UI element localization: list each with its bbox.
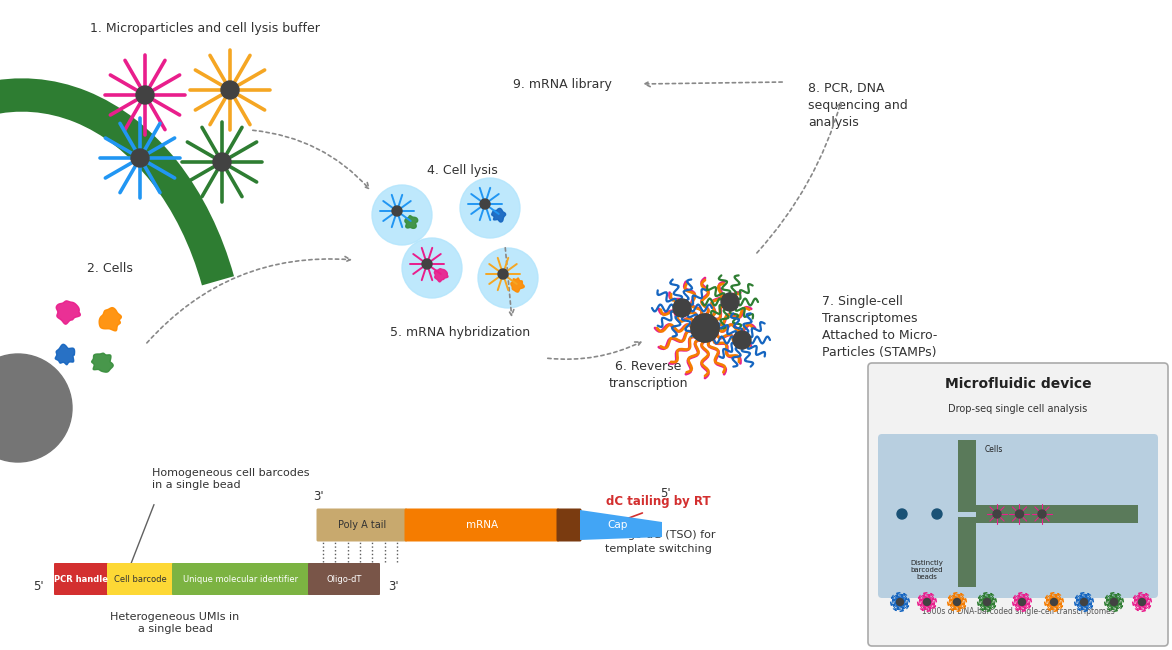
Circle shape <box>481 199 490 209</box>
Circle shape <box>673 299 691 317</box>
FancyBboxPatch shape <box>54 563 109 595</box>
Polygon shape <box>404 216 417 228</box>
Text: mRNA: mRNA <box>466 520 498 530</box>
Circle shape <box>1081 599 1088 606</box>
Circle shape <box>721 293 740 311</box>
Polygon shape <box>55 344 75 365</box>
Circle shape <box>1111 599 1117 606</box>
Circle shape <box>691 314 718 342</box>
Circle shape <box>391 206 402 216</box>
Circle shape <box>0 354 71 462</box>
Circle shape <box>932 509 942 519</box>
Circle shape <box>897 599 904 606</box>
Circle shape <box>983 599 990 606</box>
Text: Cells: Cells <box>984 445 1003 454</box>
Text: Drop-seq single cell analysis: Drop-seq single cell analysis <box>948 404 1088 414</box>
Text: Poly A tail: Poly A tail <box>338 520 386 530</box>
Text: Oligo-dT: Oligo-dT <box>326 575 362 584</box>
Text: Unique molecular identifier: Unique molecular identifier <box>184 575 299 584</box>
Text: 8. PCR, DNA
sequencing and
analysis: 8. PCR, DNA sequencing and analysis <box>808 82 908 129</box>
FancyBboxPatch shape <box>316 508 408 541</box>
Text: Heterogeneous UMIs in
a single bead: Heterogeneous UMIs in a single bead <box>110 612 239 634</box>
Circle shape <box>993 510 1001 518</box>
FancyBboxPatch shape <box>557 508 581 541</box>
Text: 5': 5' <box>660 487 670 500</box>
Circle shape <box>924 599 931 606</box>
Text: 5. mRNA hybridization: 5. mRNA hybridization <box>390 326 530 339</box>
Text: + Oligo-dG (TSO) for
template switching: + Oligo-dG (TSO) for template switching <box>600 530 716 554</box>
Circle shape <box>478 248 538 308</box>
Circle shape <box>1038 510 1045 518</box>
Text: PCR handle: PCR handle <box>55 575 109 584</box>
Polygon shape <box>492 209 505 222</box>
Text: Distinctly
barcoded
beads: Distinctly barcoded beads <box>911 560 943 580</box>
Circle shape <box>422 259 432 269</box>
Circle shape <box>222 81 239 99</box>
Circle shape <box>498 269 507 279</box>
Circle shape <box>131 149 149 167</box>
Text: Cap: Cap <box>608 520 628 530</box>
Polygon shape <box>435 268 448 282</box>
Text: 7. Single-cell
Transcriptomes
Attached to Micro-
Particles (STAMPs): 7. Single-cell Transcriptomes Attached t… <box>822 295 938 359</box>
Text: 2. Cells: 2. Cells <box>87 262 132 275</box>
Circle shape <box>897 509 907 519</box>
Polygon shape <box>100 307 122 331</box>
Text: Homogeneous cell barcodes
in a single bead: Homogeneous cell barcodes in a single be… <box>152 469 309 490</box>
Text: 4. Cell lysis: 4. Cell lysis <box>427 164 497 177</box>
FancyBboxPatch shape <box>868 363 1168 646</box>
Circle shape <box>1050 599 1057 606</box>
Circle shape <box>954 599 961 606</box>
Text: 3': 3' <box>313 490 323 503</box>
Polygon shape <box>580 510 662 540</box>
Circle shape <box>732 331 751 349</box>
Text: 5': 5' <box>33 580 45 593</box>
FancyBboxPatch shape <box>172 563 311 595</box>
Text: Microfluidic device: Microfluidic device <box>945 377 1091 391</box>
FancyBboxPatch shape <box>878 434 1158 598</box>
FancyBboxPatch shape <box>958 440 976 512</box>
FancyBboxPatch shape <box>404 508 559 541</box>
FancyBboxPatch shape <box>107 563 173 595</box>
Text: dC tailing by RT: dC tailing by RT <box>606 495 710 508</box>
Circle shape <box>1015 510 1023 518</box>
Polygon shape <box>91 353 114 372</box>
Circle shape <box>1018 599 1026 606</box>
Text: 6. Reverse
transcription: 6. Reverse transcription <box>608 360 688 390</box>
Text: 1. Microparticles and cell lysis buffer: 1. Microparticles and cell lysis buffer <box>90 21 320 34</box>
Text: 3': 3' <box>388 580 398 593</box>
FancyBboxPatch shape <box>958 517 976 587</box>
Polygon shape <box>511 278 524 292</box>
Circle shape <box>402 238 462 298</box>
FancyBboxPatch shape <box>308 563 380 595</box>
Text: Cell barcode: Cell barcode <box>114 575 166 584</box>
Text: 1000s of DNA-barcoded single-cell transcriptomes: 1000s of DNA-barcoded single-cell transc… <box>921 608 1115 616</box>
Polygon shape <box>56 301 81 324</box>
Circle shape <box>136 86 154 104</box>
Circle shape <box>459 178 520 238</box>
FancyBboxPatch shape <box>976 505 1138 523</box>
Circle shape <box>1138 599 1145 606</box>
Circle shape <box>691 314 718 342</box>
Text: 9. mRNA library: 9. mRNA library <box>512 78 612 91</box>
Circle shape <box>213 153 231 171</box>
Circle shape <box>372 185 432 245</box>
